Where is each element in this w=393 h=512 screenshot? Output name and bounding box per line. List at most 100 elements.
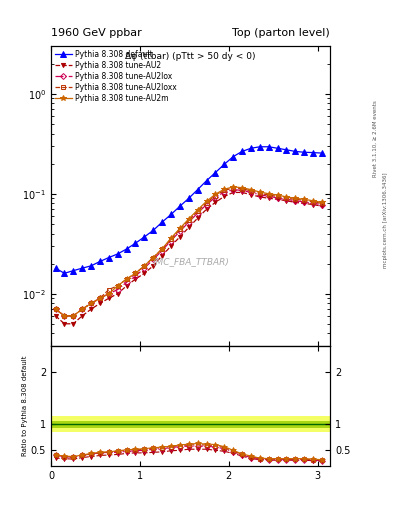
Pythia 8.308 default (302, 149, 307, 155)
Text: Δφ (tt̄bar) (pTtt > 50 dy < 0): Δφ (tt̄bar) (pTtt > 50 dy < 0) (125, 52, 256, 61)
Pythia 8.308 tune-AU2lox (186, 219, 191, 225)
Pythia 8.308 tune-AU2m (231, 184, 235, 190)
Pythia 8.308 tune-AU2m (80, 306, 84, 312)
Pythia 8.308 tune-AU2m (107, 291, 111, 297)
Pythia 8.308 tune-AU2 (293, 199, 298, 205)
Pythia 8.308 tune-AU2 (169, 243, 173, 249)
Pythia 8.308 tune-AU2 (133, 276, 138, 282)
Pythia 8.308 tune-AU2 (257, 194, 262, 200)
Pythia 8.308 tune-AU2lox (142, 265, 147, 271)
Pythia 8.308 tune-AU2lox (169, 238, 173, 244)
Pythia 8.308 tune-AU2 (186, 224, 191, 230)
Pythia 8.308 tune-AU2m (266, 190, 271, 197)
Pythia 8.308 default (186, 195, 191, 201)
Pythia 8.308 tune-AU2 (266, 195, 271, 201)
Pythia 8.308 tune-AU2loxx (240, 186, 244, 192)
Pythia 8.308 default (222, 161, 227, 167)
Pythia 8.308 tune-AU2lox (195, 210, 200, 216)
Pythia 8.308 tune-AU2lox (231, 186, 235, 193)
Pythia 8.308 tune-AU2lox (240, 187, 244, 194)
Pythia 8.308 tune-AU2m (186, 216, 191, 222)
Pythia 8.308 tune-AU2lox (97, 295, 102, 302)
Pythia 8.308 default (320, 150, 324, 156)
Pythia 8.308 tune-AU2m (62, 313, 67, 319)
Pythia 8.308 tune-AU2loxx (160, 246, 165, 252)
Pythia 8.308 tune-AU2 (222, 194, 227, 200)
Pythia 8.308 tune-AU2loxx (53, 306, 58, 312)
Pythia 8.308 default (151, 227, 156, 233)
Pythia 8.308 tune-AU2loxx (293, 196, 298, 202)
Pythia 8.308 default (142, 234, 147, 240)
Pythia 8.308 default (249, 145, 253, 152)
Pythia 8.308 tune-AU2 (311, 201, 316, 207)
Pythia 8.308 tune-AU2 (231, 189, 235, 196)
Pythia 8.308 tune-AU2m (53, 306, 58, 312)
Pythia 8.308 tune-AU2loxx (133, 270, 138, 276)
Pythia 8.308 tune-AU2m (124, 276, 129, 282)
Pythia 8.308 tune-AU2m (195, 207, 200, 213)
Pythia 8.308 tune-AU2loxx (80, 306, 84, 312)
Pythia 8.308 default (53, 265, 58, 271)
Pythia 8.308 tune-AU2 (142, 270, 147, 276)
Pythia 8.308 tune-AU2 (62, 321, 67, 327)
Pythia 8.308 tune-AU2 (80, 313, 84, 319)
Pythia 8.308 tune-AU2loxx (107, 287, 111, 293)
Pythia 8.308 tune-AU2m (240, 185, 244, 191)
Pythia 8.308 default (62, 270, 67, 276)
Pythia 8.308 tune-AU2lox (222, 189, 227, 195)
Pythia 8.308 tune-AU2m (89, 301, 94, 307)
Pythia 8.308 tune-AU2m (249, 186, 253, 193)
Pythia 8.308 tune-AU2 (97, 301, 102, 307)
Line: Pythia 8.308 tune-AU2loxx: Pythia 8.308 tune-AU2loxx (53, 186, 324, 318)
Pythia 8.308 tune-AU2loxx (178, 226, 182, 232)
Pythia 8.308 tune-AU2loxx (124, 276, 129, 282)
Pythia 8.308 tune-AU2 (71, 321, 76, 327)
Text: 1960 GeV ppbar: 1960 GeV ppbar (51, 28, 142, 38)
Pythia 8.308 tune-AU2loxx (302, 197, 307, 203)
Pythia 8.308 tune-AU2lox (80, 306, 84, 312)
Line: Pythia 8.308 default: Pythia 8.308 default (53, 144, 325, 276)
Pythia 8.308 default (80, 265, 84, 271)
Text: Top (parton level): Top (parton level) (232, 28, 330, 38)
Pythia 8.308 tune-AU2m (257, 189, 262, 195)
Pythia 8.308 tune-AU2lox (266, 194, 271, 200)
Pythia 8.308 tune-AU2 (195, 215, 200, 221)
Pythia 8.308 tune-AU2m (133, 270, 138, 276)
Pythia 8.308 tune-AU2loxx (231, 185, 235, 191)
Pythia 8.308 tune-AU2loxx (116, 283, 120, 289)
Pythia 8.308 tune-AU2 (89, 306, 94, 312)
Pythia 8.308 tune-AU2m (204, 198, 209, 204)
Pythia 8.308 tune-AU2loxx (284, 195, 289, 201)
Pythia 8.308 tune-AU2loxx (213, 193, 218, 199)
Pythia 8.308 tune-AU2lox (320, 201, 324, 207)
Pythia 8.308 tune-AU2lox (124, 279, 129, 285)
Pythia 8.308 default (293, 148, 298, 155)
Pythia 8.308 default (311, 150, 316, 156)
Pythia 8.308 default (266, 144, 271, 150)
Pythia 8.308 default (71, 268, 76, 274)
Pythia 8.308 tune-AU2lox (151, 257, 156, 263)
Pythia 8.308 default (231, 154, 235, 160)
Pythia 8.308 tune-AU2 (107, 295, 111, 302)
Pythia 8.308 tune-AU2m (222, 186, 227, 193)
Pythia 8.308 tune-AU2lox (249, 189, 253, 196)
Pythia 8.308 tune-AU2 (249, 191, 253, 198)
Pythia 8.308 tune-AU2m (71, 313, 76, 319)
Text: (MC_FBA_TTBAR): (MC_FBA_TTBAR) (152, 258, 229, 267)
Pythia 8.308 default (116, 251, 120, 257)
Pythia 8.308 tune-AU2lox (116, 287, 120, 293)
Pythia 8.308 tune-AU2 (53, 313, 58, 319)
Line: Pythia 8.308 tune-AU2: Pythia 8.308 tune-AU2 (53, 190, 324, 326)
Pythia 8.308 default (275, 145, 280, 152)
Pythia 8.308 tune-AU2lox (89, 301, 94, 307)
Pythia 8.308 tune-AU2 (320, 203, 324, 209)
Pythia 8.308 tune-AU2lox (178, 228, 182, 234)
Pythia 8.308 tune-AU2lox (133, 273, 138, 279)
Pythia 8.308 tune-AU2 (240, 189, 244, 196)
Pythia 8.308 tune-AU2loxx (275, 194, 280, 200)
Pythia 8.308 tune-AU2m (302, 196, 307, 202)
Pythia 8.308 tune-AU2m (213, 191, 218, 197)
Pythia 8.308 default (195, 186, 200, 193)
Pythia 8.308 tune-AU2lox (62, 313, 67, 319)
Pythia 8.308 tune-AU2loxx (257, 190, 262, 197)
